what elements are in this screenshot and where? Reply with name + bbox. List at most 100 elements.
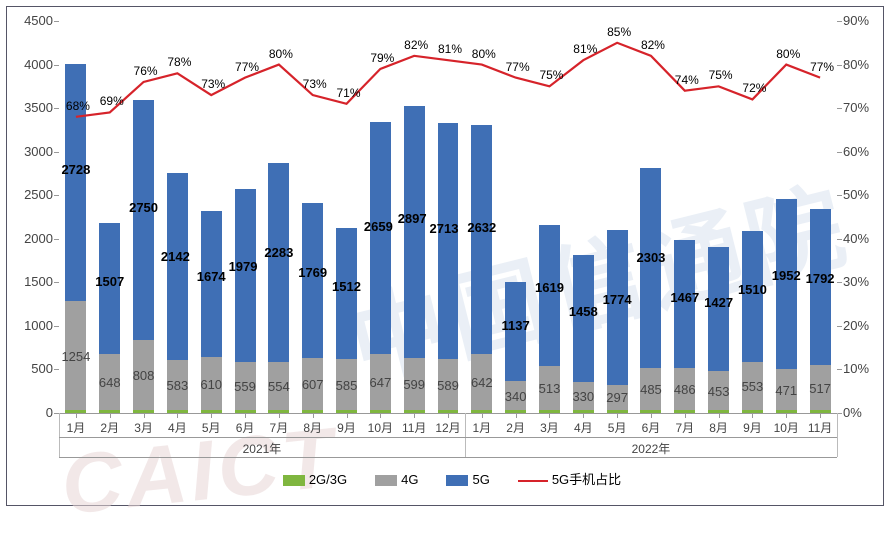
x-label: 6月 bbox=[635, 419, 667, 436]
x-tick bbox=[211, 413, 212, 418]
bar-5g-value: 2632 bbox=[460, 220, 504, 235]
bar-5g bbox=[133, 100, 154, 340]
ratio-value: 78% bbox=[159, 55, 199, 69]
chart-root: CAICT中国信通院050010001500200025003000350040… bbox=[7, 7, 883, 505]
bar-4g-value: 585 bbox=[329, 378, 365, 393]
y-right-label: 0% bbox=[843, 405, 890, 420]
x-tick bbox=[685, 413, 686, 418]
bar-5g-value: 1769 bbox=[291, 265, 335, 280]
x-label: 1月 bbox=[60, 419, 92, 436]
y-left-label: 500 bbox=[15, 361, 53, 376]
bar-4g-value: 486 bbox=[667, 382, 703, 397]
bar-5g bbox=[471, 125, 492, 354]
ratio-value: 80% bbox=[261, 47, 301, 61]
bar-5g bbox=[201, 211, 222, 357]
bar-5g bbox=[810, 209, 831, 365]
bar-5g-value: 1512 bbox=[325, 279, 369, 294]
x-label: 5月 bbox=[195, 419, 227, 436]
y-left-tick bbox=[54, 152, 59, 153]
ratio-value: 71% bbox=[329, 86, 369, 100]
legend-swatch bbox=[518, 480, 548, 482]
y-right-tick bbox=[837, 21, 842, 22]
x-tick bbox=[279, 413, 280, 418]
bar-4g-value: 607 bbox=[295, 377, 331, 392]
x-tick bbox=[752, 413, 753, 418]
x-tick bbox=[313, 413, 314, 418]
year-label: 2021年 bbox=[59, 440, 465, 457]
x-label: 8月 bbox=[703, 419, 735, 436]
y-left-label: 3500 bbox=[15, 100, 53, 115]
y-right-label: 30% bbox=[843, 274, 890, 289]
bar-5g bbox=[268, 163, 289, 362]
group-baseline bbox=[59, 437, 837, 438]
x-tick bbox=[380, 413, 381, 418]
bar-4g-value: 485 bbox=[633, 382, 669, 397]
y-left-label: 4500 bbox=[15, 13, 53, 28]
bar-5g-value: 1507 bbox=[88, 274, 132, 289]
bar-5g bbox=[370, 122, 391, 354]
x-tick bbox=[448, 413, 449, 418]
y-left-tick bbox=[54, 195, 59, 196]
x-label: 4月 bbox=[567, 419, 599, 436]
x-tick bbox=[347, 413, 348, 418]
y-left-label: 4000 bbox=[15, 57, 53, 72]
bar-4g-value: 583 bbox=[159, 378, 195, 393]
bar-4g-value: 589 bbox=[430, 378, 466, 393]
x-label: 2月 bbox=[500, 419, 532, 436]
x-tick bbox=[245, 413, 246, 418]
bar-5g-value: 2728 bbox=[54, 162, 98, 177]
x-tick bbox=[482, 413, 483, 418]
legend-swatch bbox=[283, 475, 305, 486]
y-right-label: 70% bbox=[843, 100, 890, 115]
y-right-tick bbox=[837, 369, 842, 370]
legend-label: 5G手机占比 bbox=[552, 472, 621, 487]
ratio-value: 81% bbox=[565, 42, 605, 56]
legend: 2G/3G 4G 5G 5G手机占比 bbox=[7, 469, 890, 488]
legend-label: 2G/3G bbox=[309, 472, 347, 487]
x-tick bbox=[549, 413, 550, 418]
bar-5g-value: 2283 bbox=[257, 245, 301, 260]
bar-4g-value: 513 bbox=[531, 381, 567, 396]
x-label: 11月 bbox=[804, 419, 836, 436]
x-label: 7月 bbox=[263, 419, 295, 436]
x-tick bbox=[516, 413, 517, 418]
ratio-value: 73% bbox=[193, 77, 233, 91]
bar-4g-value: 553 bbox=[734, 379, 770, 394]
bar-5g bbox=[776, 199, 797, 369]
y-left-tick bbox=[54, 326, 59, 327]
bar-4g-value: 471 bbox=[768, 383, 804, 398]
legend-item: 4G bbox=[375, 472, 418, 487]
x-label: 7月 bbox=[669, 419, 701, 436]
x-tick bbox=[617, 413, 618, 418]
bar-5g-value: 1619 bbox=[527, 280, 571, 295]
bar-5g-value: 1792 bbox=[798, 271, 842, 286]
bar-5g bbox=[167, 173, 188, 360]
bar-4g-value: 297 bbox=[599, 390, 635, 405]
legend-item: 5G bbox=[446, 472, 489, 487]
x-label: 10月 bbox=[770, 419, 802, 436]
bar-4g-value: 599 bbox=[396, 377, 432, 392]
bar-5g bbox=[438, 123, 459, 359]
bar-5g-value: 2750 bbox=[122, 200, 166, 215]
legend-swatch bbox=[375, 475, 397, 486]
ratio-value: 79% bbox=[362, 51, 402, 65]
x-label: 4月 bbox=[161, 419, 193, 436]
bar-4g-value: 648 bbox=[92, 375, 128, 390]
legend-item: 2G/3G bbox=[283, 472, 347, 487]
legend-swatch bbox=[446, 475, 468, 486]
bar-4g-value: 610 bbox=[193, 377, 229, 392]
ratio-value: 77% bbox=[802, 60, 842, 74]
bar-4g-value: 554 bbox=[261, 379, 297, 394]
bar-5g-value: 1979 bbox=[221, 259, 265, 274]
bar-4g-value: 1254 bbox=[58, 349, 94, 364]
y-left-tick bbox=[54, 239, 59, 240]
x-label: 8月 bbox=[297, 419, 329, 436]
bar-5g-value: 1510 bbox=[730, 282, 774, 297]
y-right-label: 90% bbox=[843, 13, 890, 28]
bar-5g-value: 1774 bbox=[595, 292, 639, 307]
legend-label: 5G bbox=[472, 472, 489, 487]
x-tick bbox=[414, 413, 415, 418]
x-label: 9月 bbox=[331, 419, 363, 436]
x-tick bbox=[820, 413, 821, 418]
bar-4g-value: 453 bbox=[701, 384, 737, 399]
